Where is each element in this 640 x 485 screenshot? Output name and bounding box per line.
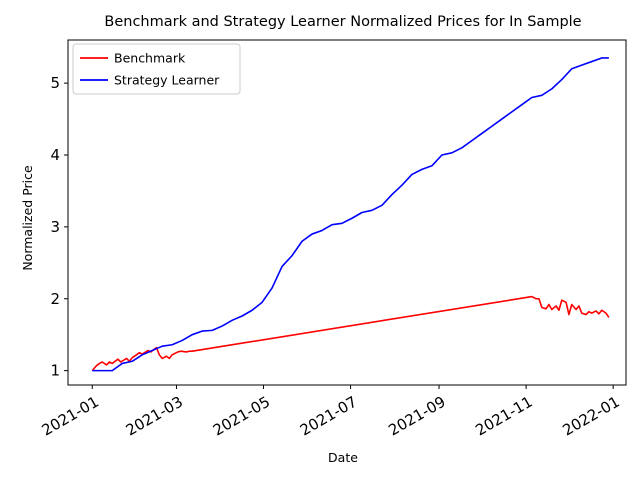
legend-box: [72, 43, 241, 95]
x-axis-label: Date: [328, 450, 358, 465]
x-tick-label: 2021-01: [39, 393, 102, 440]
y-tick-label: 2: [50, 290, 60, 308]
series-line-benchmark: [91, 295, 610, 372]
x-tick-label: 2021-11: [472, 393, 535, 440]
x-tick-label: 2021-03: [123, 393, 186, 440]
chart-title: Benchmark and Strategy Learner Normalize…: [104, 14, 581, 30]
y-axis: 1 2 3 4 5: [50, 74, 68, 380]
legend: Benchmark Strategy Learner: [72, 43, 241, 95]
x-axis: 2021-01 2021-03 2021-05 2021-07 2021-09 2021-…: [39, 385, 623, 440]
plot-area: [67, 39, 627, 386]
series-layer: [91, 57, 610, 372]
legend-label: Strategy Learner: [114, 73, 220, 88]
x-tick-label: 2022-01: [559, 393, 622, 440]
x-tick-label: 2021-05: [210, 393, 273, 440]
y-tick-label: 3: [50, 218, 60, 236]
series-line-strategy-learner: [92, 57, 609, 372]
y-axis-label: Normalized Price: [20, 165, 35, 271]
legend-label: Benchmark: [114, 51, 186, 66]
y-tick-label: 1: [50, 362, 60, 380]
y-tick-label: 5: [50, 74, 60, 92]
y-tick-label: 4: [50, 146, 60, 164]
x-tick-label: 2021-07: [297, 393, 360, 440]
x-tick-label: 2021-09: [385, 393, 448, 440]
